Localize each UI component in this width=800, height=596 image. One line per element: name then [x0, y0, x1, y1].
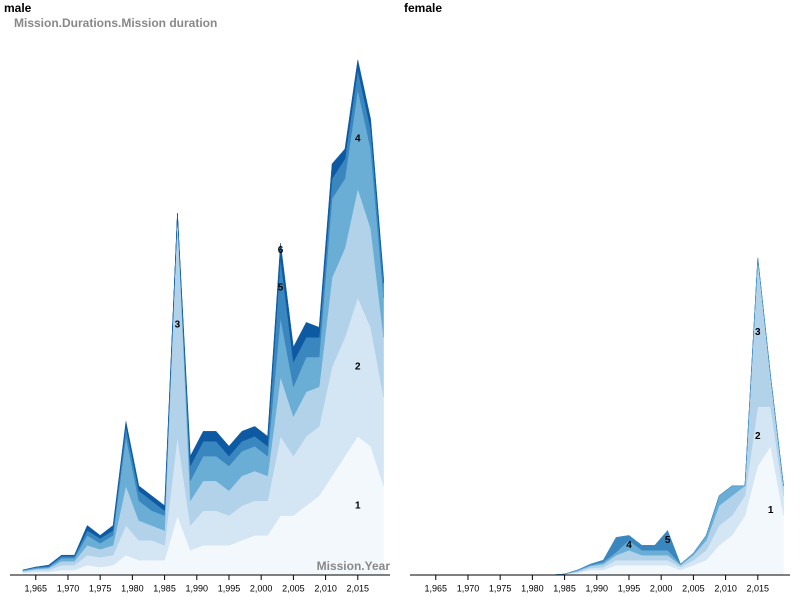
x-tick-label: 1,990 [186, 583, 209, 593]
x-tick-label: 1,975 [489, 583, 512, 593]
x-tick-label: 2,010 [314, 583, 337, 593]
x-tick-label: 2,005 [282, 583, 305, 593]
y-axis-title: Mission.Durations.Mission duration [14, 16, 217, 30]
x-tick-label: 1,965 [24, 583, 47, 593]
series-label: 3 [175, 319, 181, 330]
x-tick-label: 2,005 [682, 583, 705, 593]
x-tick-label: 1,995 [218, 583, 241, 593]
series-label: 2 [755, 431, 761, 442]
x-tick-label: 1,980 [121, 583, 144, 593]
series-label: 2 [355, 362, 361, 373]
x-tick-label: 1,985 [153, 583, 176, 593]
stream-area [22, 59, 384, 571]
panel-title: female [404, 1, 442, 15]
panel-title: male [4, 1, 32, 15]
series-label: 1 [355, 500, 361, 511]
series-label: 1 [768, 505, 774, 516]
x-axis-title: Mission.Year [317, 559, 391, 573]
series-label: 4 [355, 134, 361, 145]
series-label: 5 [665, 535, 671, 546]
x-tick-label: 1,980 [521, 583, 544, 593]
x-tick-label: 2,000 [250, 583, 273, 593]
x-tick-label: 1,990 [586, 583, 609, 593]
series-label: 6 [278, 245, 284, 256]
x-tick-label: 2,015 [747, 583, 770, 593]
x-tick-label: 1,965 [424, 583, 447, 593]
x-tick-label: 1,985 [553, 583, 576, 593]
x-tick-label: 1,970 [457, 583, 480, 593]
x-tick-label: 1,970 [57, 583, 80, 593]
x-tick-label: 2,010 [714, 583, 737, 593]
x-tick-label: 2,000 [650, 583, 673, 593]
series-label: 5 [278, 282, 284, 293]
x-tick-label: 1,975 [89, 583, 112, 593]
series-label: 4 [626, 540, 632, 551]
x-tick-label: 2,015 [347, 583, 370, 593]
x-tick-label: 1,995 [618, 583, 641, 593]
series-label: 3 [755, 327, 761, 338]
